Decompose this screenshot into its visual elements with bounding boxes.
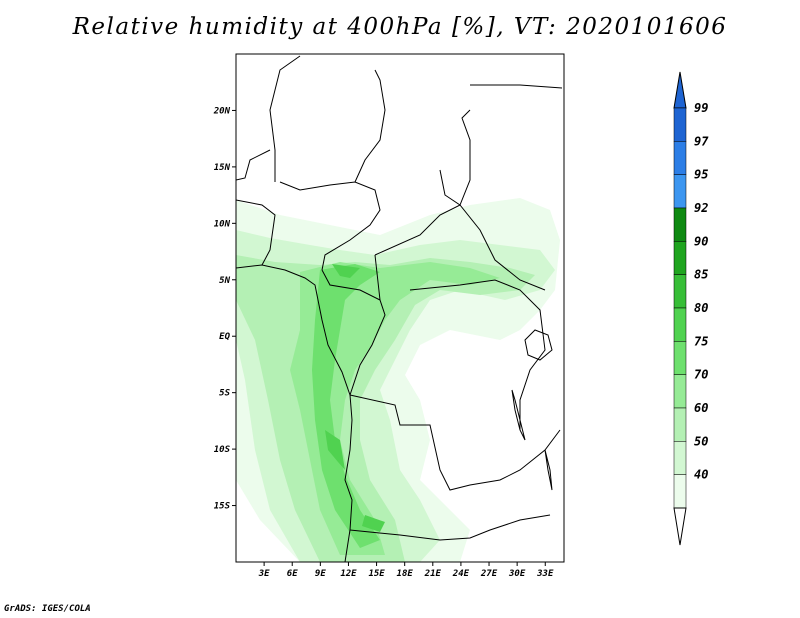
colorbar-label: 85	[694, 268, 708, 282]
lake-victoria	[524, 329, 553, 361]
colorbar-segment	[673, 274, 687, 309]
colorbar-label: 60	[694, 401, 708, 415]
lat-tick-label: 15S	[214, 502, 231, 512]
lake-tanganyika	[511, 389, 526, 441]
colorbar-segment	[673, 107, 687, 142]
latitude-axis: 20N 15N 10N 5N EQ 5S 10S 15S	[213, 106, 236, 512]
lat-tick-label: 20N	[213, 106, 231, 116]
colorbar-segment	[673, 174, 687, 209]
lon-tick-label: 27E	[480, 569, 498, 579]
humidity-region-80	[362, 515, 385, 532]
grads-credit: GrADS: IGES/COLA	[4, 604, 91, 614]
colorbar-label: 80	[694, 301, 708, 315]
lon-tick-label: 21E	[424, 569, 442, 579]
colorbar-label: 40	[694, 468, 708, 482]
humidity-fill-layer	[236, 198, 560, 562]
colorbar-label: 50	[694, 434, 708, 448]
colorbar-segment	[673, 474, 687, 509]
lat-tick-label: EQ	[219, 332, 230, 342]
colorbar-segment	[673, 241, 687, 275]
colorbar-segment	[673, 341, 687, 375]
chart-title: Relative humidity at 400hPa [%], VT: 202…	[72, 14, 728, 40]
colorbar-label: 92	[694, 201, 708, 215]
colorbar-segment	[673, 374, 687, 409]
lat-tick-label: 5N	[219, 276, 230, 286]
colorbar-label: 97	[694, 134, 709, 148]
lat-tick-label: 15N	[214, 163, 231, 173]
lon-tick-label: 30E	[508, 569, 526, 579]
colorbar-segment	[673, 141, 687, 175]
colorbar: 99 97 95 92 90 85 80 75 70 60 50 40	[673, 71, 709, 546]
lat-tick-label: 10N	[214, 219, 231, 229]
colorbar-segment	[673, 441, 687, 475]
longitude-axis: 3E 6E 9E 12E 15E 18E 21E 24E 27E 30E 33E	[258, 562, 554, 579]
lon-tick-label: 3E	[258, 569, 270, 579]
lake-malawi	[544, 449, 553, 491]
lon-tick-label: 12E	[340, 569, 357, 579]
lon-tick-label: 6E	[287, 569, 298, 579]
colorbar-label: 70	[694, 368, 708, 382]
lon-tick-label: 9E	[315, 569, 326, 579]
lat-tick-label: 5S	[219, 389, 230, 399]
colorbar-segment	[673, 407, 687, 442]
humidity-region-80	[332, 264, 360, 278]
colorbar-top-arrow	[673, 71, 687, 109]
map-frame	[235, 53, 565, 563]
colorbar-label: 90	[694, 234, 708, 248]
colorbar-segment	[673, 207, 687, 242]
colorbar-label: 99	[694, 101, 708, 115]
coastline-border-layer	[236, 55, 563, 562]
colorbar-label: 95	[694, 168, 708, 182]
lon-tick-label: 15E	[368, 569, 385, 579]
lon-tick-label: 24E	[452, 569, 470, 579]
lat-tick-label: 10S	[214, 445, 231, 455]
humidity-region-75	[312, 264, 380, 548]
colorbar-label: 75	[694, 334, 708, 348]
country-borders	[236, 55, 563, 541]
lon-tick-label: 33E	[536, 569, 554, 579]
colorbar-bottom-arrow	[673, 507, 687, 546]
humidity-region-80	[325, 430, 345, 470]
lon-tick-label: 18E	[397, 569, 414, 579]
colorbar-segment	[673, 307, 687, 342]
coastline	[236, 264, 353, 562]
